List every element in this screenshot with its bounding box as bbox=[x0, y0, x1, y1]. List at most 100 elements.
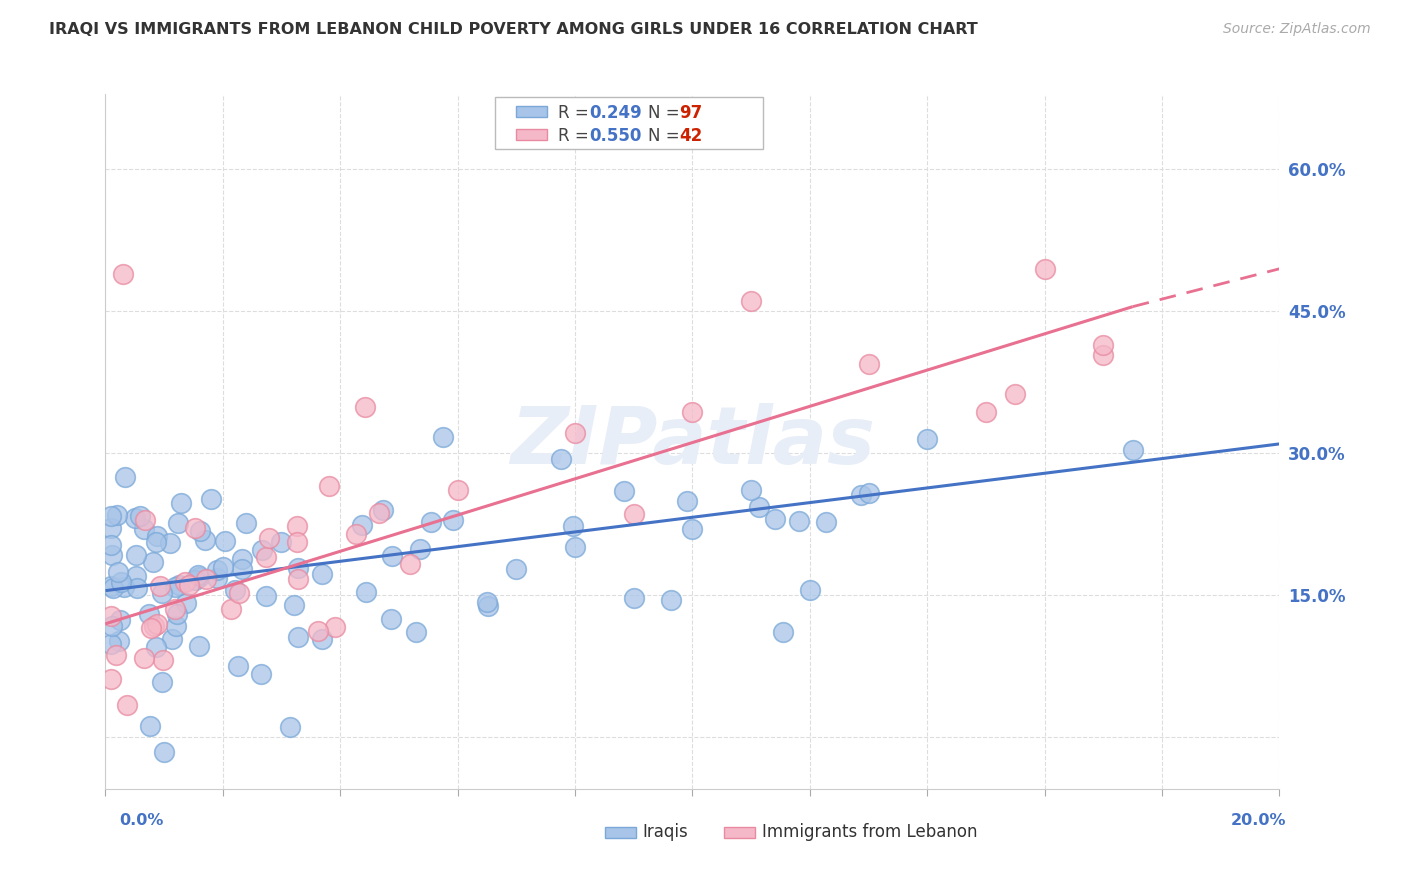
Text: 0.249: 0.249 bbox=[589, 104, 643, 122]
Point bbox=[108, 634, 131, 648]
Point bbox=[226, 658, 249, 673]
Point bbox=[368, 507, 391, 521]
Point bbox=[139, 719, 162, 733]
Point bbox=[146, 529, 169, 543]
Point bbox=[278, 720, 301, 734]
Point bbox=[150, 675, 173, 690]
Point bbox=[188, 570, 211, 584]
Point bbox=[200, 491, 222, 506]
Text: N =: N = bbox=[648, 104, 685, 122]
Point bbox=[142, 555, 165, 569]
Point bbox=[194, 533, 217, 548]
Point bbox=[214, 534, 236, 549]
Point bbox=[350, 517, 373, 532]
Point bbox=[100, 579, 122, 593]
Point bbox=[165, 619, 187, 633]
Point bbox=[100, 619, 122, 633]
Point bbox=[323, 620, 346, 634]
Point bbox=[174, 574, 197, 589]
Point bbox=[231, 562, 253, 576]
Point bbox=[381, 549, 404, 563]
Text: 0.550: 0.550 bbox=[589, 128, 641, 145]
Point bbox=[283, 598, 305, 612]
Point bbox=[787, 514, 810, 528]
Point bbox=[287, 561, 309, 575]
Point bbox=[166, 607, 188, 621]
Point bbox=[112, 267, 135, 281]
Point bbox=[399, 557, 422, 571]
Point bbox=[194, 572, 217, 586]
Point bbox=[748, 500, 770, 514]
Point bbox=[858, 485, 880, 500]
Point bbox=[150, 586, 173, 600]
Point bbox=[307, 624, 329, 638]
Text: N =: N = bbox=[648, 128, 685, 145]
Point bbox=[623, 591, 645, 605]
Point bbox=[160, 632, 183, 647]
Point bbox=[125, 548, 148, 562]
Point bbox=[849, 488, 872, 502]
Point bbox=[917, 432, 939, 446]
Point bbox=[141, 621, 163, 635]
Point bbox=[974, 405, 997, 419]
Point bbox=[285, 535, 308, 549]
Point bbox=[100, 538, 122, 552]
Point bbox=[187, 639, 209, 653]
Point bbox=[159, 536, 181, 550]
Point bbox=[270, 534, 292, 549]
Point bbox=[145, 640, 167, 654]
Point bbox=[682, 522, 704, 536]
Point bbox=[475, 595, 498, 609]
Point bbox=[477, 599, 499, 613]
Point bbox=[100, 548, 122, 562]
Point bbox=[564, 425, 586, 440]
Point bbox=[114, 470, 136, 484]
Point bbox=[138, 607, 160, 622]
Point bbox=[405, 625, 427, 640]
Point bbox=[1122, 442, 1144, 457]
Point bbox=[167, 516, 190, 530]
Point bbox=[287, 573, 309, 587]
Point bbox=[228, 586, 250, 600]
Point bbox=[100, 508, 122, 523]
Point bbox=[740, 483, 762, 497]
Point bbox=[235, 516, 257, 531]
Point bbox=[149, 579, 172, 593]
Point bbox=[1092, 348, 1115, 362]
Text: Immigrants from Lebanon: Immigrants from Lebanon bbox=[762, 823, 977, 841]
Point bbox=[125, 581, 148, 595]
Point bbox=[432, 430, 454, 444]
Point bbox=[110, 575, 132, 590]
Point bbox=[659, 593, 682, 607]
Point bbox=[675, 493, 697, 508]
Point bbox=[134, 522, 156, 536]
Point bbox=[257, 531, 280, 545]
Point bbox=[100, 521, 122, 535]
Text: IRAQI VS IMMIGRANTS FROM LEBANON CHILD POVERTY AMONG GIRLS UNDER 16 CORRELATION : IRAQI VS IMMIGRANTS FROM LEBANON CHILD P… bbox=[49, 22, 979, 37]
Point bbox=[419, 516, 441, 530]
Point bbox=[799, 582, 821, 597]
Point bbox=[231, 552, 253, 566]
Point bbox=[287, 630, 309, 644]
Point bbox=[740, 294, 762, 309]
Point bbox=[145, 535, 167, 549]
Point bbox=[285, 518, 308, 533]
Point bbox=[108, 613, 131, 627]
Point bbox=[1092, 338, 1115, 352]
Point bbox=[174, 596, 197, 610]
Point bbox=[100, 609, 122, 624]
Point bbox=[311, 566, 333, 581]
Point bbox=[132, 650, 155, 665]
Point bbox=[772, 625, 794, 640]
Point bbox=[101, 581, 124, 595]
Text: ZIPatlas: ZIPatlas bbox=[510, 402, 875, 481]
Point bbox=[104, 648, 127, 662]
Point bbox=[152, 653, 174, 667]
Point bbox=[371, 503, 394, 517]
Point bbox=[612, 484, 634, 499]
Point bbox=[623, 507, 645, 521]
Point bbox=[219, 602, 242, 616]
Point bbox=[142, 619, 165, 633]
Point bbox=[212, 560, 235, 574]
Point bbox=[561, 518, 583, 533]
